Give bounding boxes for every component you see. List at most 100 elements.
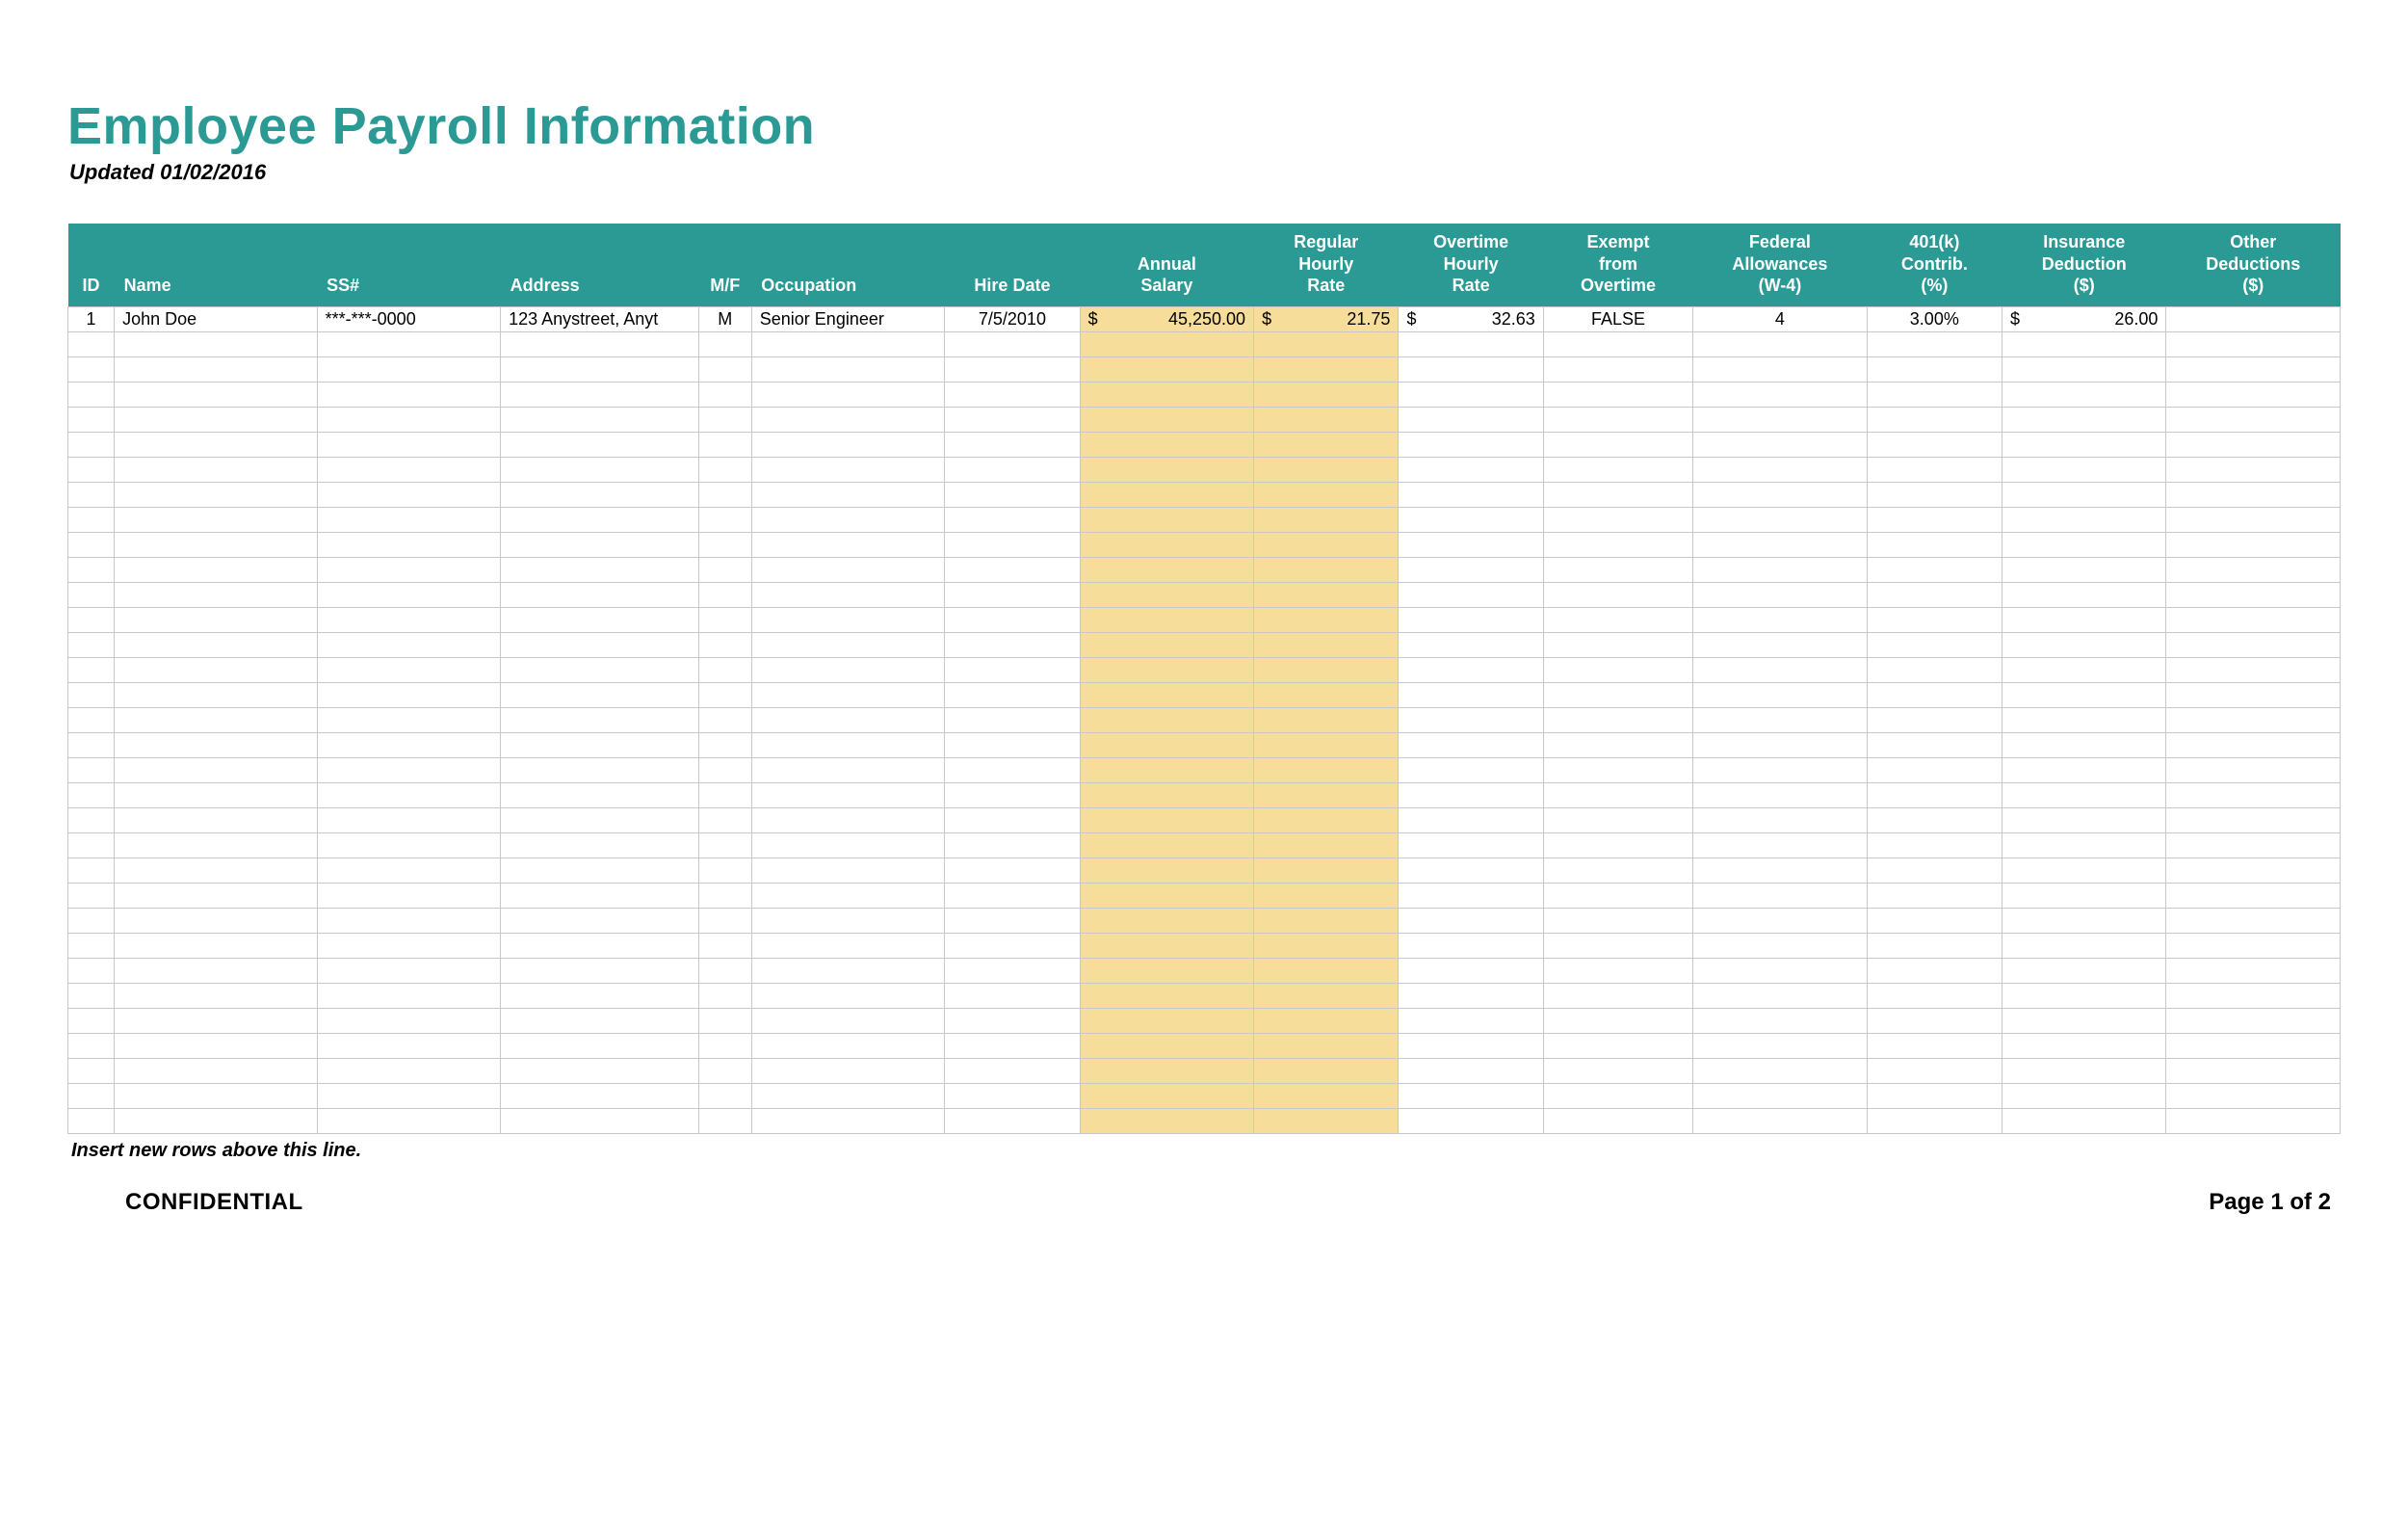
cell-salary[interactable] — [1080, 707, 1253, 732]
cell-reg_rate[interactable] — [1254, 1108, 1399, 1133]
cell-name[interactable] — [115, 983, 318, 1008]
cell-occupation[interactable]: Senior Engineer — [751, 306, 945, 331]
cell-fed_allow[interactable] — [1693, 557, 1867, 582]
cell-other_ded[interactable] — [2166, 958, 2341, 983]
cell-ssn[interactable] — [317, 858, 500, 883]
cell-address[interactable] — [501, 632, 699, 657]
cell-mf[interactable] — [698, 657, 751, 682]
cell-exempt[interactable] — [1543, 832, 1692, 858]
cell-address[interactable] — [501, 1108, 699, 1133]
cell-other_ded[interactable] — [2166, 457, 2341, 482]
cell-exempt[interactable] — [1543, 356, 1692, 382]
cell-exempt[interactable] — [1543, 331, 1692, 356]
cell-ot_rate[interactable] — [1399, 682, 1543, 707]
cell-ins_ded[interactable] — [2002, 657, 2166, 682]
cell-salary[interactable] — [1080, 582, 1253, 607]
cell-ot_rate[interactable] — [1399, 1008, 1543, 1033]
cell-occupation[interactable] — [751, 607, 945, 632]
cell-id[interactable] — [68, 682, 115, 707]
cell-ssn[interactable] — [317, 382, 500, 407]
cell-ins_ded[interactable] — [2002, 908, 2166, 933]
cell-k401[interactable] — [1867, 632, 2002, 657]
cell-ins_ded[interactable] — [2002, 382, 2166, 407]
cell-reg_rate[interactable] — [1254, 331, 1399, 356]
cell-fed_allow[interactable] — [1693, 432, 1867, 457]
cell-mf[interactable] — [698, 682, 751, 707]
cell-k401[interactable] — [1867, 732, 2002, 757]
cell-ssn[interactable] — [317, 582, 500, 607]
cell-other_ded[interactable] — [2166, 983, 2341, 1008]
cell-address[interactable] — [501, 983, 699, 1008]
cell-name[interactable] — [115, 1058, 318, 1083]
cell-salary[interactable] — [1080, 807, 1253, 832]
cell-hire_date[interactable] — [945, 883, 1080, 908]
cell-id[interactable] — [68, 1008, 115, 1033]
cell-fed_allow[interactable] — [1693, 331, 1867, 356]
cell-salary[interactable] — [1080, 858, 1253, 883]
cell-occupation[interactable] — [751, 858, 945, 883]
cell-id[interactable] — [68, 807, 115, 832]
cell-k401[interactable] — [1867, 607, 2002, 632]
cell-hire_date[interactable] — [945, 432, 1080, 457]
cell-name[interactable] — [115, 832, 318, 858]
cell-exempt[interactable] — [1543, 707, 1692, 732]
cell-fed_allow[interactable] — [1693, 1108, 1867, 1133]
cell-fed_allow[interactable] — [1693, 958, 1867, 983]
cell-id[interactable] — [68, 331, 115, 356]
cell-exempt[interactable] — [1543, 1083, 1692, 1108]
cell-address[interactable] — [501, 933, 699, 958]
cell-ins_ded[interactable] — [2002, 1108, 2166, 1133]
cell-other_ded[interactable] — [2166, 782, 2341, 807]
cell-salary[interactable] — [1080, 557, 1253, 582]
cell-id[interactable] — [68, 482, 115, 507]
cell-salary[interactable] — [1080, 331, 1253, 356]
cell-exempt[interactable] — [1543, 807, 1692, 832]
cell-reg_rate[interactable] — [1254, 858, 1399, 883]
cell-occupation[interactable] — [751, 1058, 945, 1083]
cell-fed_allow[interactable] — [1693, 407, 1867, 432]
cell-name[interactable] — [115, 532, 318, 557]
cell-occupation[interactable] — [751, 782, 945, 807]
cell-reg_rate[interactable]: $21.75 — [1254, 306, 1399, 331]
cell-occupation[interactable] — [751, 532, 945, 557]
cell-id[interactable] — [68, 1083, 115, 1108]
cell-k401[interactable] — [1867, 1033, 2002, 1058]
cell-ins_ded[interactable] — [2002, 757, 2166, 782]
cell-other_ded[interactable] — [2166, 557, 2341, 582]
cell-salary[interactable] — [1080, 1058, 1253, 1083]
cell-mf[interactable] — [698, 382, 751, 407]
cell-occupation[interactable] — [751, 883, 945, 908]
cell-hire_date[interactable] — [945, 582, 1080, 607]
cell-exempt[interactable] — [1543, 682, 1692, 707]
cell-k401[interactable]: 3.00% — [1867, 306, 2002, 331]
cell-k401[interactable] — [1867, 933, 2002, 958]
cell-occupation[interactable] — [751, 908, 945, 933]
cell-ot_rate[interactable] — [1399, 908, 1543, 933]
cell-ot_rate[interactable] — [1399, 482, 1543, 507]
cell-fed_allow[interactable] — [1693, 607, 1867, 632]
cell-occupation[interactable] — [751, 807, 945, 832]
cell-k401[interactable] — [1867, 958, 2002, 983]
cell-k401[interactable] — [1867, 782, 2002, 807]
cell-other_ded[interactable] — [2166, 1058, 2341, 1083]
cell-mf[interactable] — [698, 457, 751, 482]
cell-k401[interactable] — [1867, 457, 2002, 482]
cell-fed_allow[interactable] — [1693, 908, 1867, 933]
cell-mf[interactable] — [698, 331, 751, 356]
cell-occupation[interactable] — [751, 832, 945, 858]
cell-name[interactable] — [115, 1033, 318, 1058]
cell-ssn[interactable] — [317, 507, 500, 532]
cell-name[interactable] — [115, 632, 318, 657]
cell-ssn[interactable] — [317, 908, 500, 933]
cell-mf[interactable] — [698, 782, 751, 807]
cell-salary[interactable] — [1080, 1083, 1253, 1108]
cell-occupation[interactable] — [751, 707, 945, 732]
cell-mf[interactable] — [698, 632, 751, 657]
cell-hire_date[interactable] — [945, 356, 1080, 382]
cell-occupation[interactable] — [751, 1033, 945, 1058]
cell-reg_rate[interactable] — [1254, 507, 1399, 532]
cell-address[interactable] — [501, 732, 699, 757]
cell-address[interactable] — [501, 356, 699, 382]
cell-id[interactable] — [68, 582, 115, 607]
cell-ot_rate[interactable] — [1399, 432, 1543, 457]
